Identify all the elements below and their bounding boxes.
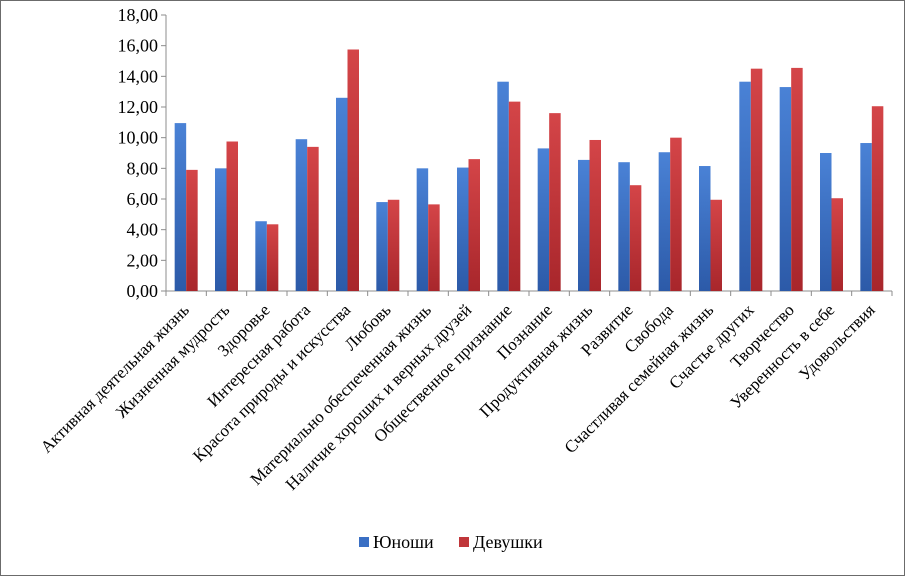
- bar-series-2: [629, 185, 642, 291]
- bar-series-2: [468, 159, 480, 291]
- bar-series-1: [739, 81, 751, 291]
- bar-series-1: [295, 139, 308, 291]
- bar-series-2: [347, 49, 359, 291]
- y-axis: 0,00 2,00 4,00 6,00 8,00 10,00 12,00 14,00 16,00…: [118, 5, 167, 301]
- bar-series-2: [387, 199, 400, 291]
- y-tick-label: 0,00: [127, 281, 159, 301]
- bars: [174, 49, 884, 292]
- y-tick-label: 18,00: [118, 5, 159, 25]
- bar-series-2: [710, 199, 722, 291]
- bar-series-1: [699, 166, 711, 291]
- bar-series-2: [750, 68, 763, 291]
- bar-series-1: [376, 202, 388, 291]
- bar-series-1: [820, 153, 832, 291]
- bar-series-1: [618, 162, 630, 291]
- legend-label: Девушки: [473, 532, 543, 552]
- legend: Юноши Девушки: [359, 532, 543, 552]
- y-tick-label: 14,00: [118, 66, 159, 86]
- y-tick-label: 2,00: [127, 250, 159, 270]
- bar-series-1: [215, 168, 227, 291]
- bar-series-1: [578, 159, 590, 291]
- legend-swatch: [459, 537, 469, 547]
- y-tick-label: 10,00: [118, 128, 159, 148]
- y-tick-label: 4,00: [127, 220, 159, 240]
- legend-swatch: [359, 537, 369, 547]
- y-tick-label: 6,00: [127, 189, 159, 209]
- bar-series-2: [307, 146, 319, 291]
- bar-series-2: [831, 198, 843, 291]
- bar-series-2: [226, 141, 238, 291]
- bar-series-1: [658, 152, 671, 291]
- bar-series-1: [860, 143, 872, 291]
- bar-series-1: [537, 148, 550, 291]
- bar-series-2: [508, 101, 521, 291]
- bar-series-1: [457, 167, 469, 291]
- bar-series-1: [416, 168, 429, 291]
- legend-label: Юноши: [373, 532, 434, 552]
- bar-series-1: [497, 81, 509, 291]
- bar-series-2: [266, 224, 279, 291]
- category-label: Активная деятельная жизнь: [37, 300, 193, 456]
- bar-series-1: [255, 221, 267, 291]
- bar-series-2: [589, 139, 601, 291]
- y-tick-label: 12,00: [118, 97, 159, 117]
- y-tick-label: 8,00: [127, 158, 159, 178]
- x-axis: [165, 290, 893, 296]
- y-tick-label: 16,00: [118, 36, 159, 56]
- bar-series-2: [186, 169, 198, 291]
- bar-series-1: [336, 97, 348, 291]
- bar-series-1: [779, 87, 792, 291]
- bar-series-2: [670, 137, 682, 291]
- bar-series-2: [791, 67, 803, 292]
- bar-series-1: [174, 123, 187, 291]
- bar-series-2: [549, 113, 561, 291]
- bar-series-2: [871, 106, 884, 291]
- bar-series-2: [428, 204, 440, 291]
